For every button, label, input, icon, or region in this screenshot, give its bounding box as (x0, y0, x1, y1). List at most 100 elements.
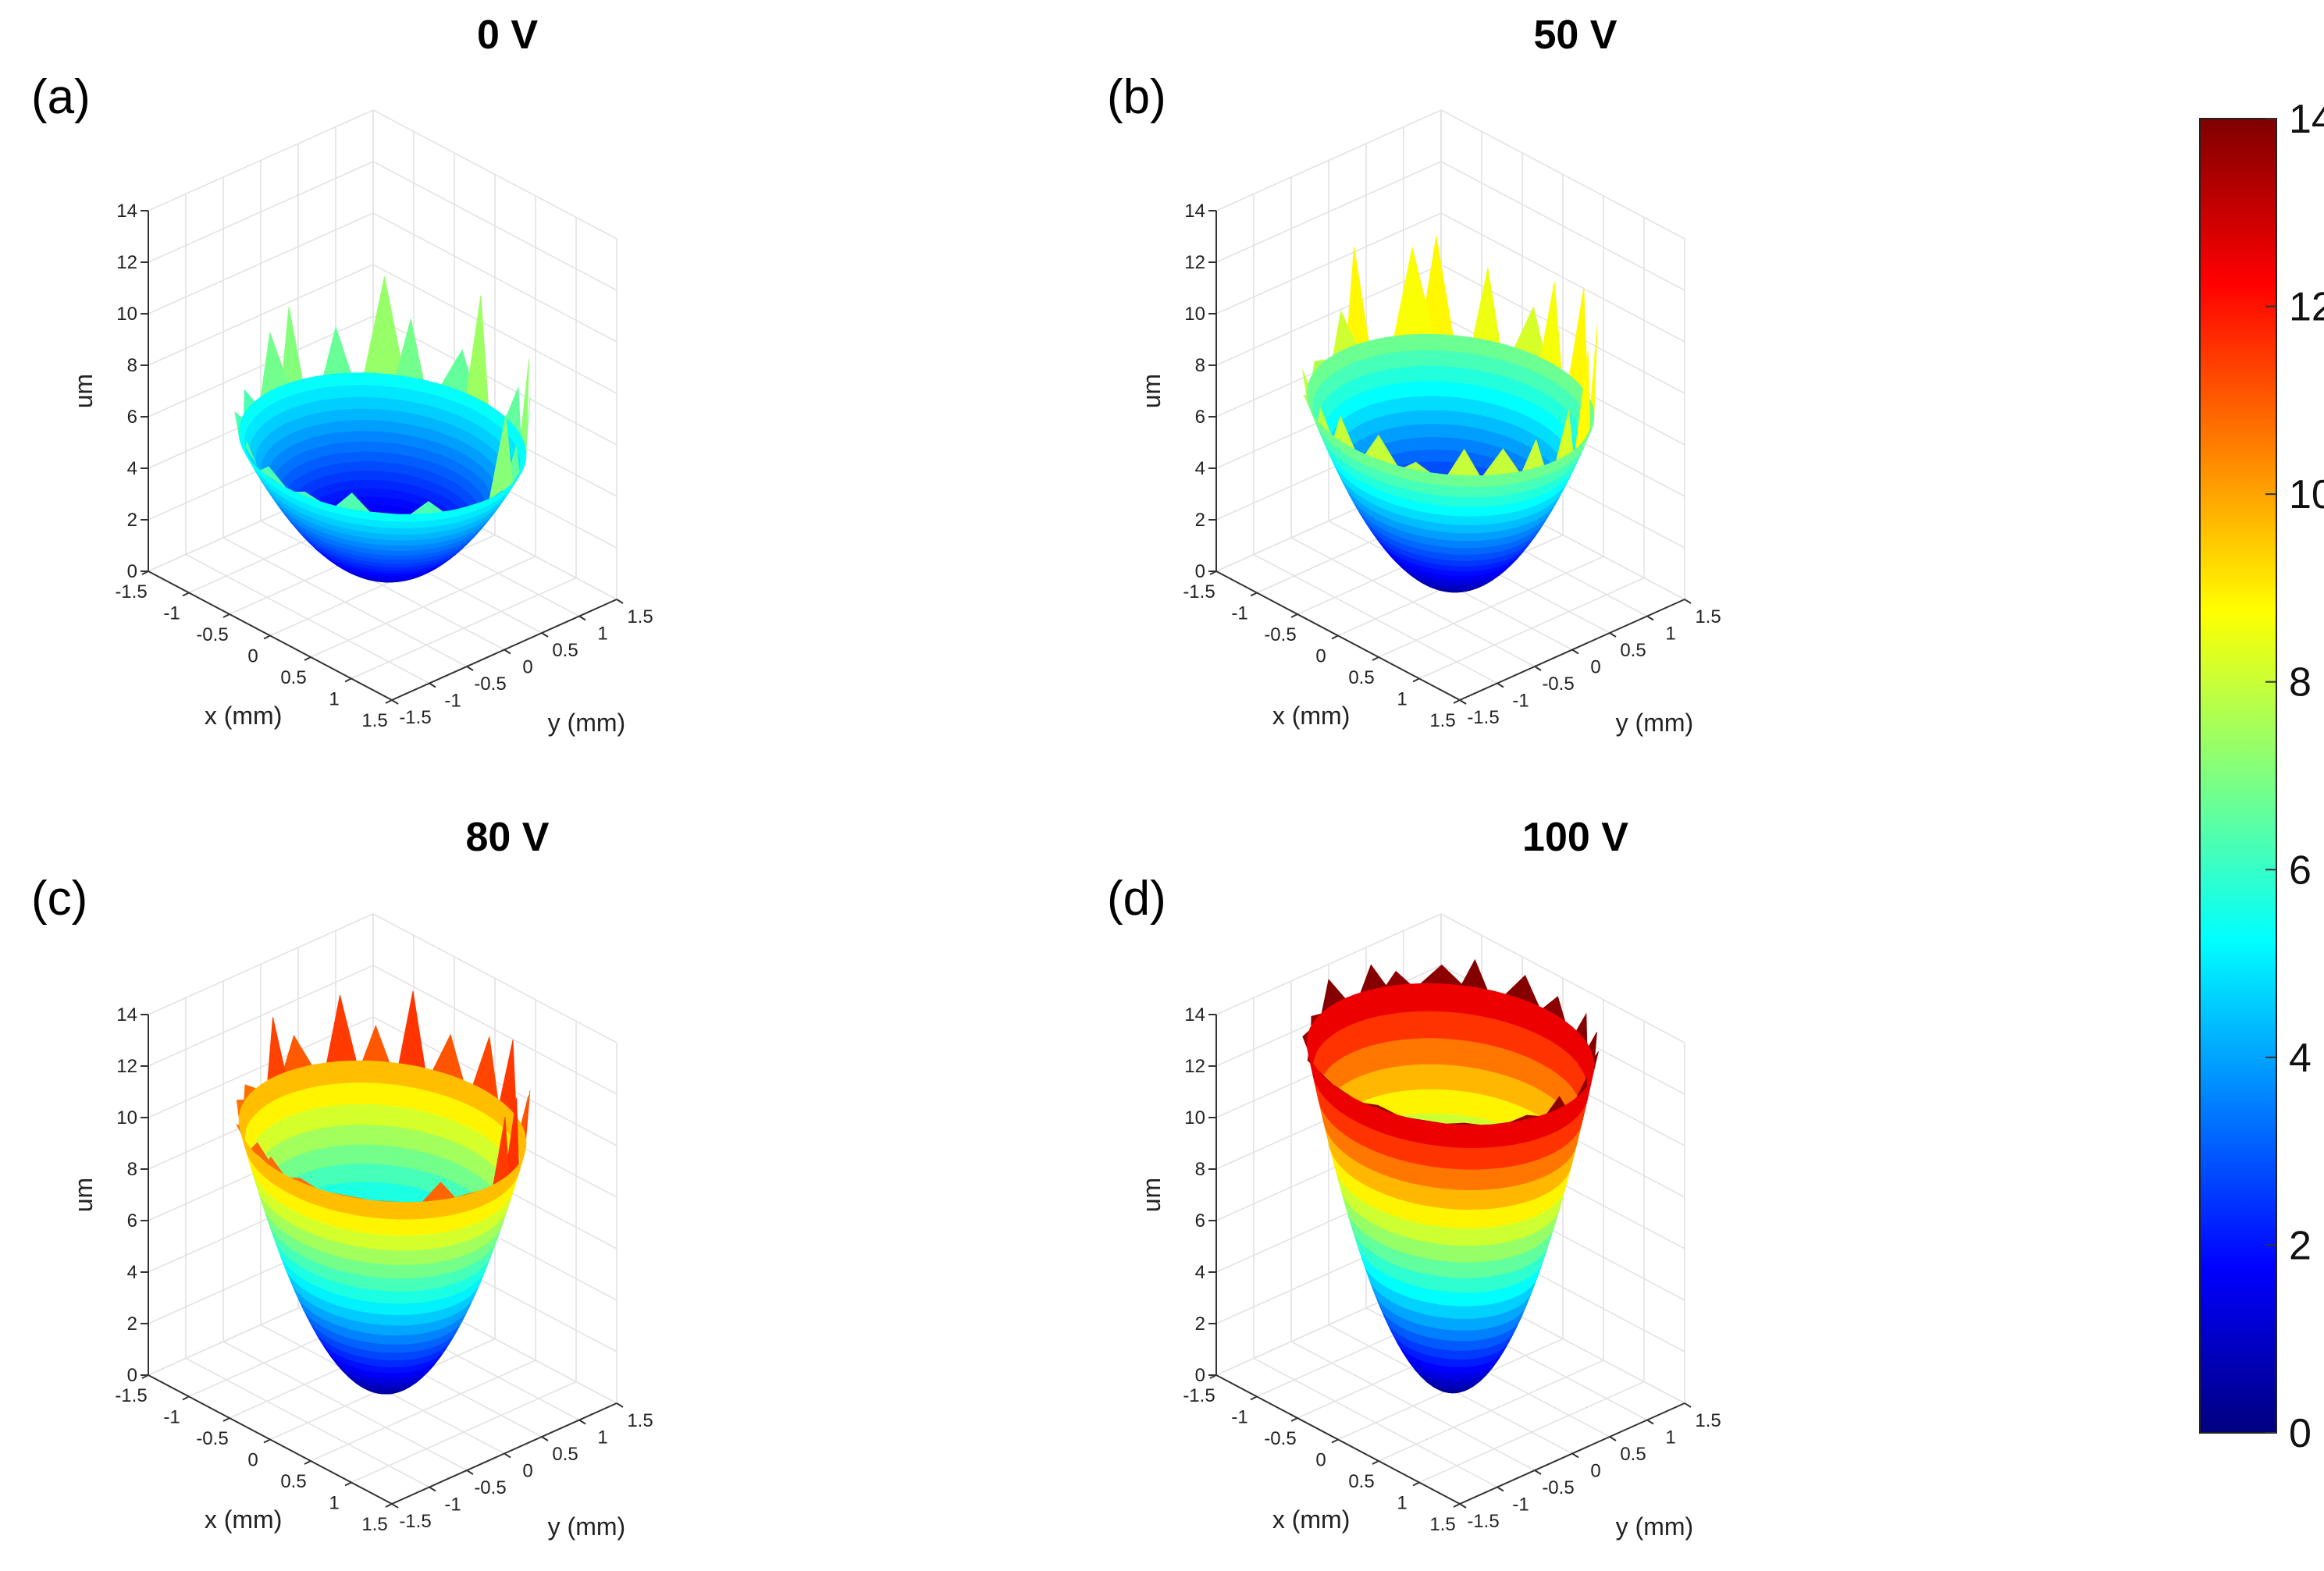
surface-facet (1454, 553, 1463, 561)
z-axis-label: um (1137, 374, 1166, 408)
surface-facet (1453, 560, 1462, 567)
surface-facet (1437, 450, 1447, 463)
surface-facet (400, 1063, 415, 1089)
y-axis-label: y (mm) (548, 1512, 626, 1541)
surface-facet (423, 512, 438, 521)
surface-facet (1454, 524, 1466, 534)
z-tick-label: 6 (127, 407, 137, 428)
x-tick (1290, 613, 1298, 618)
x-tick-label: -1 (163, 603, 180, 624)
surface-facet (354, 396, 367, 410)
surface-facet (376, 397, 390, 411)
surface-facet (356, 1144, 368, 1164)
surface-facet (1489, 485, 1504, 497)
y-tick-label: -1 (1512, 691, 1529, 712)
z-tick-label: 6 (1195, 407, 1205, 428)
surface-facet (393, 563, 404, 568)
surface-facet (387, 514, 401, 522)
surface-facet (358, 441, 370, 453)
grid-line (372, 109, 617, 240)
surface-facet (408, 1128, 422, 1152)
surface-facet (1429, 461, 1440, 474)
z-tick-label: 8 (127, 355, 137, 376)
x-tick-label: -1 (1231, 603, 1247, 624)
surface-facet (388, 398, 401, 413)
x-tick (304, 656, 311, 661)
surface-facet (398, 411, 411, 425)
surface-facet (1487, 495, 1501, 507)
surface-facet (375, 512, 389, 522)
x-tick (344, 1481, 352, 1487)
surface-facet (1435, 410, 1447, 425)
surface-facet (1470, 547, 1481, 555)
grid-line (148, 264, 374, 366)
surface-facet (1453, 570, 1461, 577)
y-tick-label: -1.5 (1467, 707, 1499, 728)
surface-facet (1472, 267, 1500, 344)
z-tick-label: 8 (1195, 355, 1205, 376)
surface-facet (397, 422, 410, 436)
surface-facet (267, 1017, 286, 1082)
surface-facet (1432, 365, 1446, 382)
x-tick-label: 0 (1315, 646, 1326, 667)
surface-facet (1456, 367, 1469, 385)
surface-facet (396, 1184, 408, 1204)
surface-facet (372, 504, 381, 514)
surface-facet (356, 420, 368, 432)
y-tick-label: 0.5 (1620, 640, 1646, 661)
surface-facet (362, 510, 377, 521)
surface-facet (392, 570, 401, 574)
surface-facet (400, 388, 414, 403)
surface-facet (404, 549, 416, 556)
surface-facet (369, 461, 379, 472)
grid-line (148, 161, 374, 263)
y-tick (578, 1419, 586, 1425)
x-tick (1412, 677, 1420, 683)
surface-facet (376, 1061, 390, 1085)
panel-label: (b) (1107, 70, 1166, 124)
y-tick-label: 1.5 (627, 1410, 653, 1431)
y-tick (504, 649, 511, 655)
surface-facet (395, 453, 407, 466)
surface-facet (396, 318, 425, 381)
surface-facet (372, 496, 380, 506)
surface-facet (1454, 547, 1464, 556)
y-tick (1609, 632, 1617, 638)
y-tick-label: 1.5 (1695, 606, 1721, 627)
x-tick (304, 1460, 311, 1465)
y-tick-label: -1 (444, 1495, 461, 1516)
y-tick (391, 699, 399, 705)
surface-facet (378, 471, 388, 482)
z-tick-label: 14 (116, 1004, 137, 1025)
z-tick-label: 4 (1195, 458, 1205, 479)
surface-facet (1424, 396, 1436, 411)
x-axis-label: x (mm) (1272, 702, 1351, 730)
surface-facet (1412, 381, 1425, 398)
surface-facet (1444, 514, 1456, 525)
surface-facet (1467, 368, 1480, 387)
panel-b: (b) 50 V -1.5-1-0.500.511.5 -1.5-1-0.500.… (1107, 12, 1721, 737)
z-tick-label: 10 (116, 1107, 137, 1128)
surface-facet (387, 1164, 399, 1185)
surface-facet (1443, 505, 1456, 517)
surface-facet (1422, 381, 1436, 397)
surface-facet (339, 1060, 354, 1084)
surface-facet (1452, 578, 1460, 584)
y-tick-label: 1 (597, 1427, 607, 1448)
surface-facet (1478, 371, 1492, 389)
surface-facet (1460, 566, 1469, 572)
surface-facet (1461, 554, 1472, 561)
surface-facet (364, 276, 405, 377)
surface-facet (1418, 470, 1432, 485)
y-tick-label: 0 (1590, 657, 1600, 678)
surface-facet (346, 1144, 358, 1165)
surface-facet (395, 550, 407, 556)
x-tick-label: 1 (1397, 689, 1407, 710)
surface-facet (1454, 532, 1465, 542)
surface-facet (387, 521, 400, 529)
surface-facet (367, 1164, 379, 1183)
surface-facet (357, 1164, 369, 1183)
surface-facet (1475, 515, 1487, 525)
grid-line (222, 537, 468, 667)
y-tick (1646, 615, 1654, 621)
